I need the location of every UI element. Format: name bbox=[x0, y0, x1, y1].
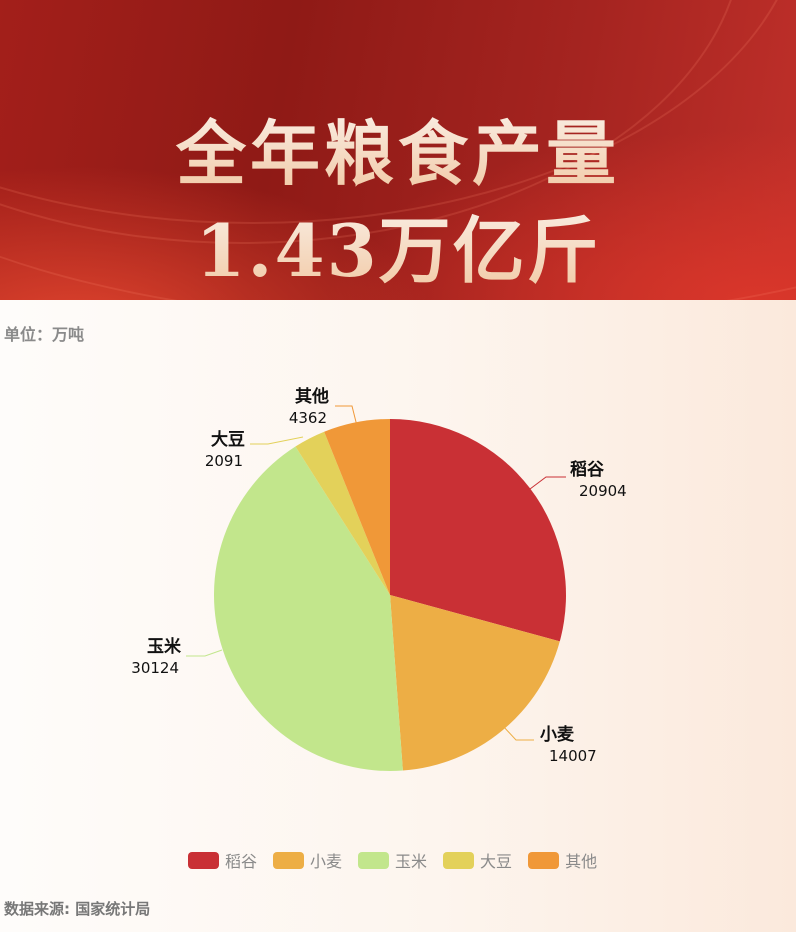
legend-swatch bbox=[528, 851, 560, 869]
legend-item[interactable]: 小麦 bbox=[273, 848, 342, 872]
slice-label-name: 小麦 bbox=[540, 724, 575, 745]
leader-line-4 bbox=[335, 405, 358, 427]
leader-line-2 bbox=[186, 649, 223, 657]
pie-slice-4[interactable] bbox=[324, 419, 390, 595]
legend-label: 其他 bbox=[565, 852, 598, 871]
legend-label: 稻谷 bbox=[225, 852, 258, 871]
slice-label-name: 玉米 bbox=[147, 636, 182, 657]
leader-line-3 bbox=[250, 436, 304, 445]
leader-line-1 bbox=[502, 725, 534, 741]
legend-item[interactable]: 玉米 bbox=[358, 848, 427, 872]
unit-label: 单位：万吨 bbox=[4, 325, 85, 344]
legend-swatch bbox=[443, 851, 475, 869]
legend-item[interactable]: 大豆 bbox=[443, 848, 512, 872]
legend: 稻谷 小麦 玉米 大豆 其他 bbox=[188, 848, 613, 872]
slice-label-name: 其他 bbox=[295, 386, 329, 407]
legend-label: 玉米 bbox=[395, 852, 428, 871]
pie-slice-1[interactable] bbox=[390, 595, 560, 771]
slice-label-value: 4362 bbox=[289, 409, 327, 427]
legend-swatch bbox=[358, 851, 390, 869]
source-label: 数据来源: 国家统计局 bbox=[4, 900, 151, 918]
legend-swatch bbox=[273, 851, 305, 869]
legend-label: 小麦 bbox=[310, 852, 343, 871]
pie-slice-2[interactable] bbox=[213, 446, 403, 771]
slice-label-value: 20904 bbox=[579, 482, 627, 500]
pie-slice-0[interactable] bbox=[390, 419, 566, 642]
legend-item[interactable]: 其他 bbox=[528, 848, 597, 872]
pie-slice-3[interactable] bbox=[295, 431, 390, 595]
slice-label-name: 大豆 bbox=[211, 429, 245, 450]
slice-label-value: 30124 bbox=[131, 659, 179, 677]
legend-item[interactable]: 稻谷 bbox=[188, 848, 257, 872]
slice-label-name: 稻谷 bbox=[570, 460, 605, 480]
legend-label: 大豆 bbox=[480, 852, 513, 871]
slice-label-value: 14007 bbox=[549, 747, 597, 765]
legend-swatch bbox=[188, 851, 219, 869]
page-subtitle: 1.43万亿斤 bbox=[0, 192, 796, 297]
slice-label-value: 2091 bbox=[205, 452, 243, 470]
header-banner: 全年粮食产量 1.43万亿斤 bbox=[0, 0, 796, 300]
leader-line-0 bbox=[529, 476, 566, 490]
page-title: 全年粮食产量 bbox=[0, 98, 796, 199]
